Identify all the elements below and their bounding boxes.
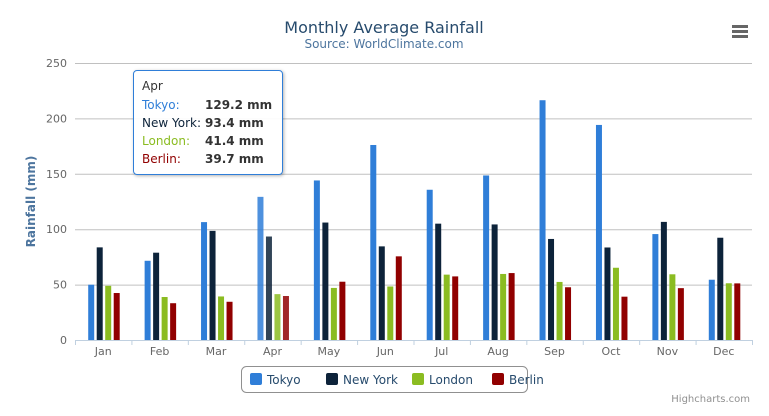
bar-tokyo[interactable]: [426, 189, 433, 340]
bar-london[interactable]: [612, 267, 619, 340]
legend-item[interactable]: London: [429, 373, 473, 387]
bar-new-york[interactable]: [322, 222, 329, 340]
bar-new-york[interactable]: [435, 223, 442, 340]
legend-swatch[interactable]: [492, 373, 504, 385]
x-tick-label: Nov: [657, 345, 679, 358]
tooltip-series-name: London:: [142, 134, 191, 148]
bar-london[interactable]: [161, 297, 168, 340]
bar-new-york[interactable]: [660, 221, 667, 340]
y-tick-label: 100: [46, 223, 67, 236]
hamburger-menu-icon[interactable]: [732, 25, 748, 38]
y-tick-label: 200: [46, 112, 67, 125]
x-tick-label: Aug: [487, 345, 508, 358]
legend-item[interactable]: Berlin: [509, 373, 544, 387]
tooltip-row: Berlin: 39.7 mm: [142, 150, 274, 168]
bar-berlin[interactable]: [170, 303, 177, 340]
y-tick-label: 150: [46, 168, 67, 181]
bar-tokyo[interactable]: [483, 175, 490, 340]
tooltip-row: London: 41.4 mm: [142, 132, 274, 150]
bar-london[interactable]: [725, 283, 732, 340]
x-tick-label: Jan: [94, 345, 112, 358]
tooltip: Apr Tokyo: 129.2 mm New York: 93.4 mm London…: [133, 70, 283, 175]
bar-berlin[interactable]: [621, 296, 628, 340]
bar-london[interactable]: [387, 286, 394, 340]
bar-berlin[interactable]: [452, 276, 459, 340]
bar-new-york[interactable]: [378, 246, 385, 340]
tooltip-series-name: New York:: [142, 116, 201, 130]
tooltip-value: 129.2 mm: [205, 98, 273, 112]
bar-tokyo[interactable]: [313, 180, 320, 340]
tooltip-row: Tokyo: 129.2 mm: [142, 96, 274, 114]
bar-tokyo[interactable]: [201, 222, 208, 340]
tooltip-value: 93.4 mm: [205, 116, 264, 130]
legend-item[interactable]: New York: [343, 373, 398, 387]
bar-new-york[interactable]: [265, 236, 272, 340]
chart-subtitle: Source: WorldClimate.com: [304, 37, 463, 51]
bar-tokyo[interactable]: [88, 284, 95, 340]
y-axis-title: Rainfall (mm): [24, 156, 38, 248]
bar-tokyo[interactable]: [144, 260, 151, 340]
legend-box: [241, 366, 528, 393]
bar-berlin[interactable]: [113, 293, 120, 340]
x-tick-label: Jul: [434, 345, 448, 358]
bar-berlin[interactable]: [734, 283, 741, 340]
y-tick-label: 50: [53, 279, 67, 292]
bar-berlin[interactable]: [226, 301, 233, 340]
x-tick-label: Oct: [601, 345, 621, 358]
bar-tokyo[interactable]: [370, 144, 377, 340]
tooltip-series-name: Berlin:: [142, 152, 181, 166]
x-tick-label: Sep: [544, 345, 565, 358]
bar-berlin[interactable]: [282, 296, 289, 340]
y-tick-label: 0: [60, 334, 67, 347]
tooltip-value: 39.7 mm: [205, 152, 264, 166]
bar-tokyo[interactable]: [595, 124, 602, 341]
legend-swatch[interactable]: [412, 373, 424, 385]
x-tick-label: Feb: [150, 345, 169, 358]
legend-swatch[interactable]: [250, 373, 262, 385]
x-tick-label: Dec: [713, 345, 734, 358]
y-tick-label: 250: [46, 57, 67, 70]
bar-london[interactable]: [500, 273, 507, 340]
tooltip-series-name: Tokyo:: [142, 98, 180, 112]
bar-tokyo[interactable]: [652, 234, 659, 340]
x-tick-label: Jun: [376, 345, 394, 358]
bar-berlin[interactable]: [395, 256, 402, 340]
bar-new-york[interactable]: [548, 238, 555, 340]
bar-berlin[interactable]: [508, 273, 515, 340]
bar-london[interactable]: [669, 274, 676, 340]
credits-link[interactable]: Highcharts.com: [671, 394, 750, 405]
tooltip-row: New York: 93.4 mm: [142, 114, 274, 132]
tooltip-value: 41.4 mm: [205, 134, 264, 148]
bar-berlin[interactable]: [677, 288, 684, 340]
tooltip-category: Apr: [142, 79, 163, 93]
bar-tokyo[interactable]: [539, 100, 546, 341]
bar-new-york[interactable]: [96, 247, 103, 340]
legend-item[interactable]: Tokyo: [266, 373, 301, 387]
bar-new-york[interactable]: [153, 252, 160, 340]
bar-london[interactable]: [218, 296, 225, 340]
bar-berlin[interactable]: [565, 287, 572, 340]
bar-london[interactable]: [105, 285, 112, 340]
bar-london[interactable]: [556, 281, 563, 340]
bar-tokyo[interactable]: [257, 196, 264, 340]
bar-london[interactable]: [330, 287, 337, 340]
bar-tokyo[interactable]: [708, 279, 715, 340]
bar-new-york[interactable]: [717, 237, 724, 340]
bar-berlin[interactable]: [339, 281, 346, 340]
bar-new-york[interactable]: [209, 230, 216, 340]
x-tick-label: Mar: [206, 345, 227, 358]
legend-swatch[interactable]: [326, 373, 338, 385]
bar-london[interactable]: [274, 294, 281, 340]
x-tick-label: Apr: [263, 345, 283, 358]
x-tick-label: May: [318, 345, 341, 358]
bar-london[interactable]: [443, 274, 450, 340]
bar-new-york[interactable]: [491, 224, 498, 340]
chart-title: Monthly Average Rainfall: [284, 18, 483, 37]
bar-new-york[interactable]: [604, 247, 611, 340]
